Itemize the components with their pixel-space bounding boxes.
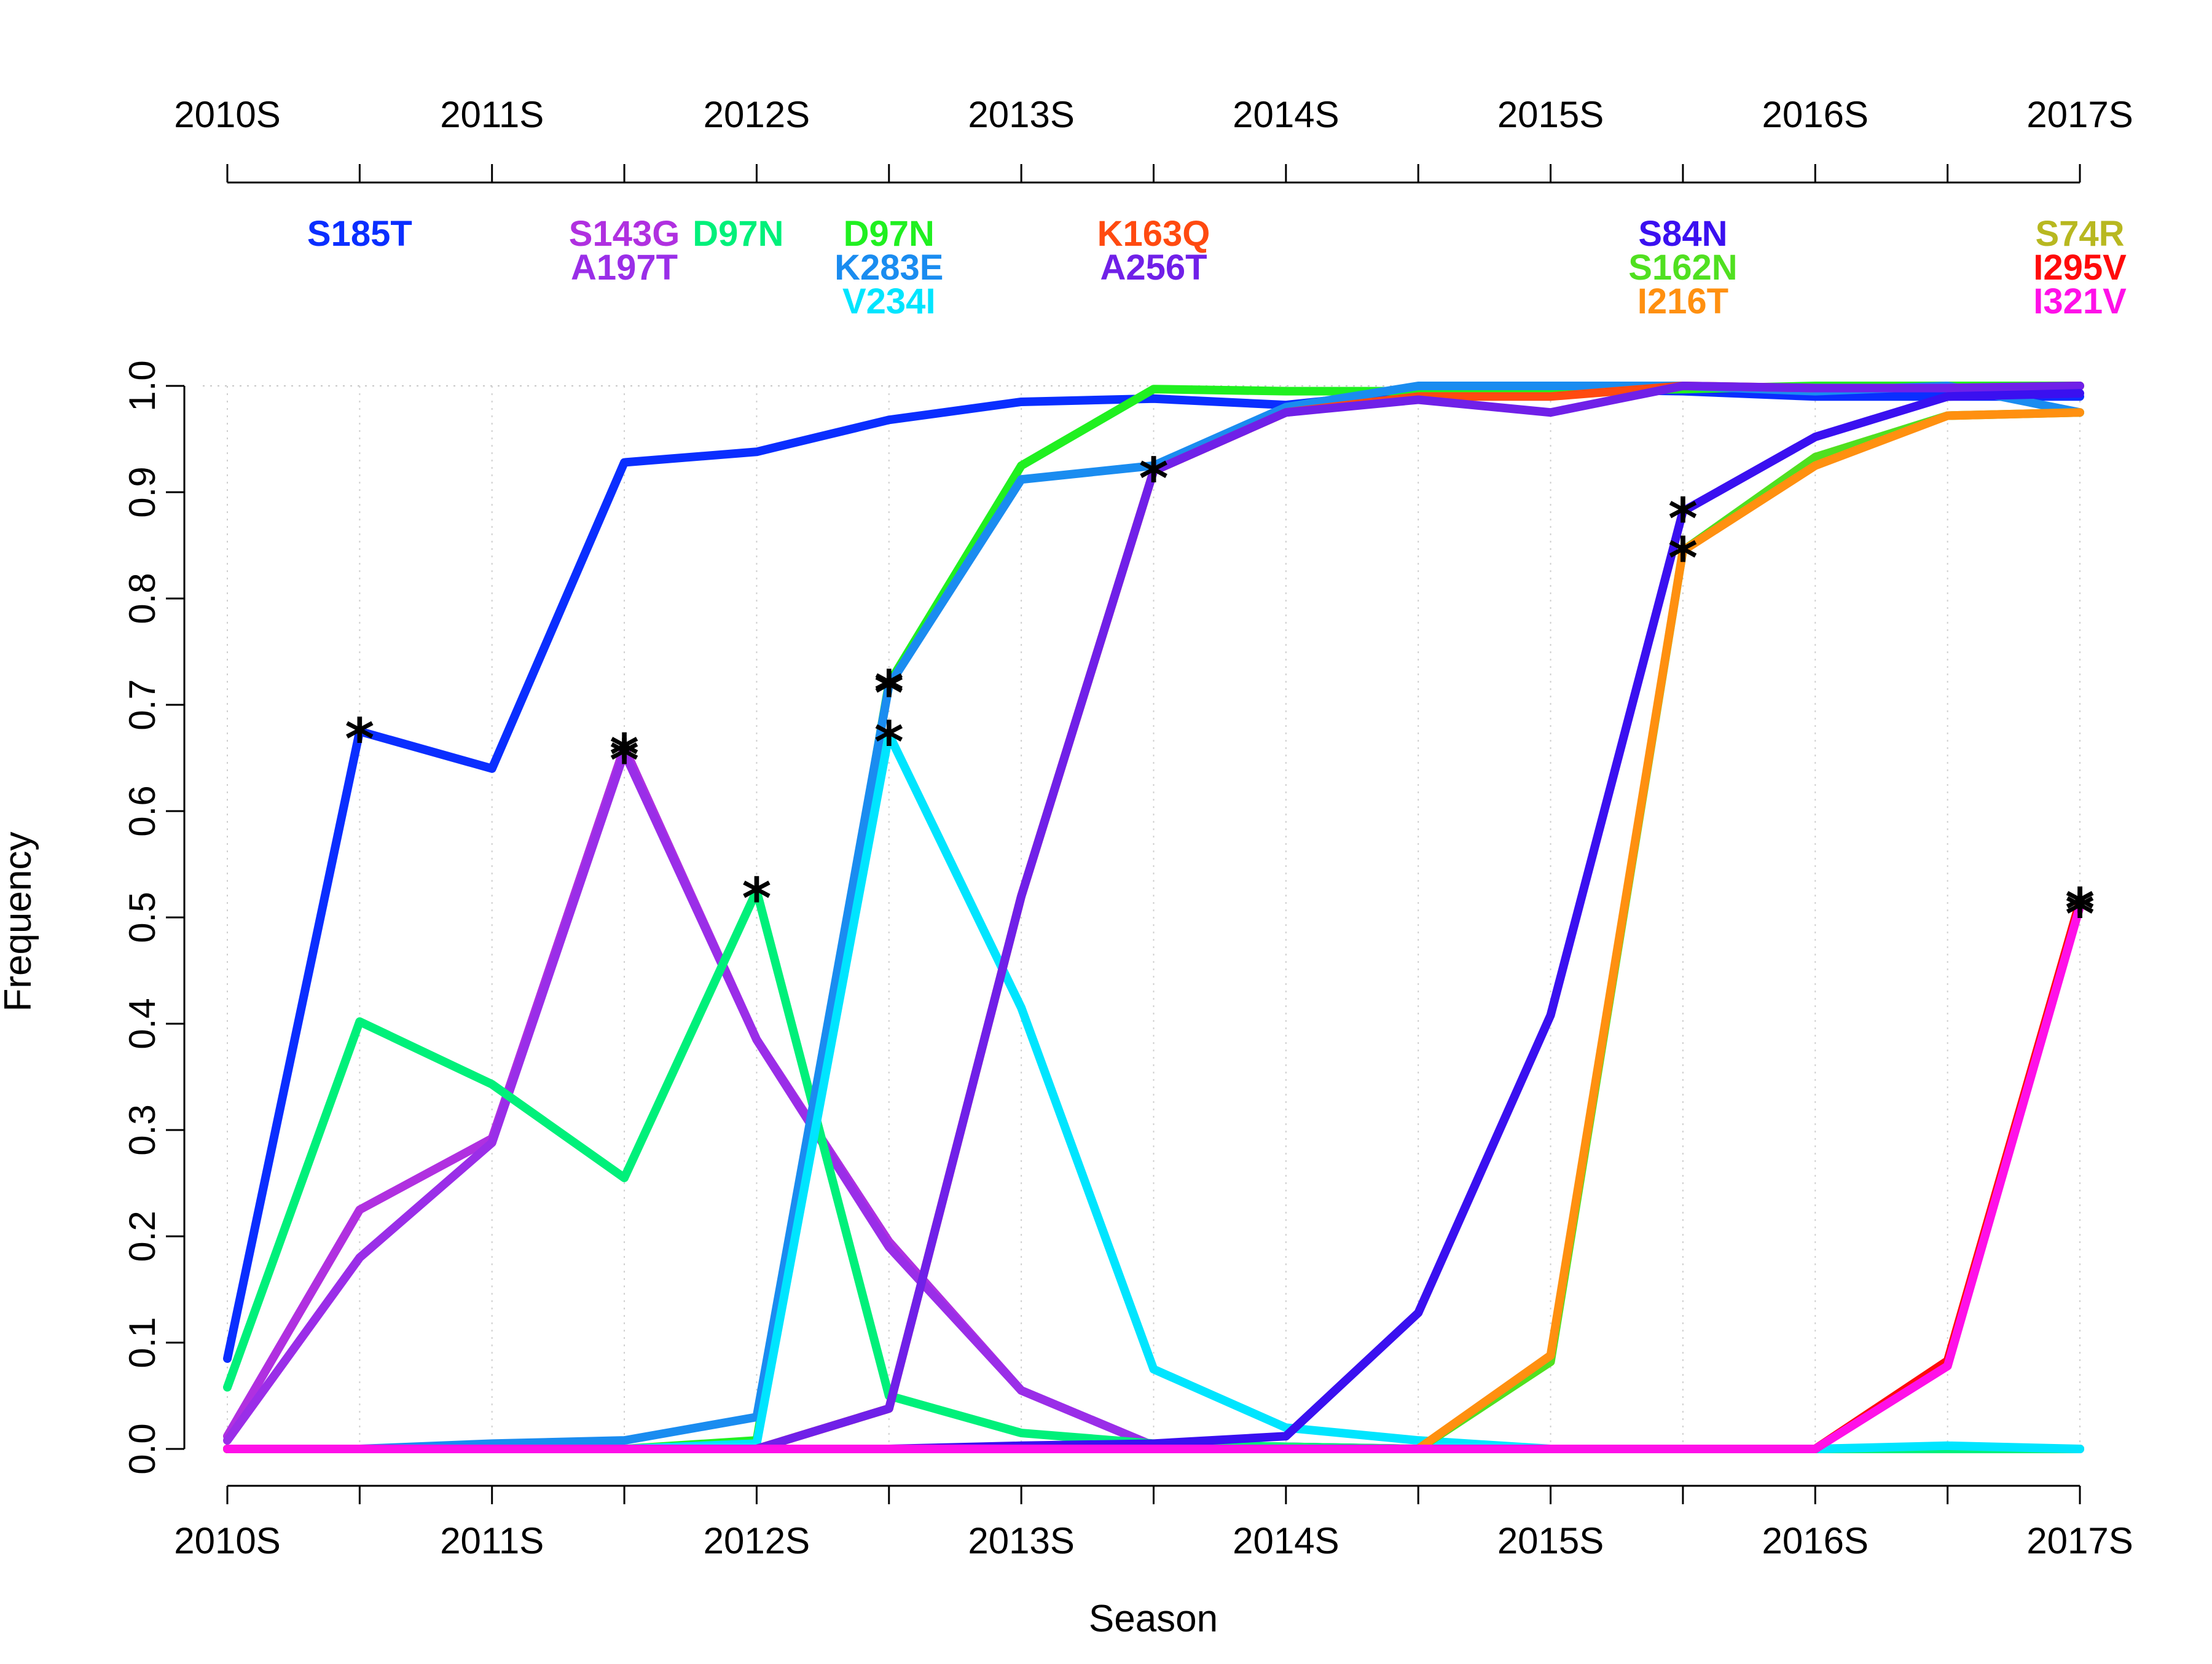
- x-tick-label-bottom: 2017S: [2026, 1520, 2133, 1561]
- x-tick-label-top: 2016S: [1762, 94, 1869, 135]
- x-tick-label-top: 2013S: [968, 94, 1075, 135]
- y-tick-label: 1.0: [122, 360, 163, 411]
- y-tick-label: 0.3: [122, 1104, 163, 1155]
- grid-lines: [203, 385, 2081, 1449]
- star-marker-8: *: [1139, 445, 1168, 511]
- y-tick-label: 0.4: [122, 998, 163, 1049]
- mutation-label-2: A197T: [571, 248, 678, 288]
- star-marker-4: *: [874, 658, 904, 724]
- star-marker-10: *: [1668, 525, 1698, 591]
- mutation-label-5: K283E: [834, 248, 943, 288]
- star-marker-3: *: [742, 866, 771, 932]
- series-line-0: [223, 385, 2084, 1363]
- x-axis-title: Season: [1089, 1598, 1218, 1640]
- mutation-label-7: K163Q: [1097, 214, 1210, 254]
- mutation-label-13: I295V: [2033, 248, 2127, 288]
- series-lines: [223, 382, 2084, 1453]
- mutation-label-1: S143G: [569, 214, 680, 254]
- y-tick-label: 0.2: [122, 1211, 163, 1262]
- star-marker-0: *: [345, 706, 374, 772]
- x-tick-label-bottom: 2016S: [1762, 1520, 1869, 1561]
- star-marker-2: *: [610, 728, 639, 793]
- mutation-label-10: S162N: [1628, 248, 1737, 288]
- y-tick-label: 0.8: [122, 573, 163, 624]
- star-marker-6: *: [874, 709, 904, 775]
- star-marker-5: *: [874, 661, 904, 726]
- star-marker-11: *: [1668, 525, 1698, 591]
- x-tick-label-bottom: 2010S: [174, 1520, 281, 1561]
- star-marker-9: *: [1668, 486, 1698, 552]
- star-marker-7: *: [1139, 445, 1168, 511]
- mutation-label-14: I321V: [2033, 281, 2127, 321]
- x-tick-label-top: 2014S: [1233, 94, 1339, 135]
- star-marker-13: *: [2065, 876, 2095, 942]
- series-line-14: [223, 902, 2084, 1453]
- x-tick-label-bottom: 2015S: [1497, 1520, 1604, 1561]
- mutation-label-4: D97N: [844, 214, 935, 254]
- star-markers: * **************: [345, 445, 2095, 947]
- axes: 0.0 0.1 0.2 0.3 0.4 0.5 0.6 0.7 0.8 0.9 1.0 2010S 20…: [122, 94, 2133, 1561]
- mutation-label-9: S84N: [1638, 214, 1727, 254]
- mutation-label-11: I216T: [1637, 281, 1728, 321]
- star-marker-14: *: [2065, 882, 2095, 948]
- star-marker-1: *: [610, 722, 639, 788]
- y-tick-label: 0.9: [122, 466, 163, 517]
- y-tick-label: 0.0: [122, 1423, 163, 1474]
- y-tick-label: 0.1: [122, 1317, 163, 1368]
- x-tick-label-bottom: 2012S: [704, 1520, 810, 1561]
- mutation-label-3: D97N: [692, 214, 783, 254]
- series-line-9: [223, 389, 2084, 1453]
- x-tick-label-top: 2017S: [2026, 94, 2133, 135]
- x-tick-label-bottom: 2014S: [1233, 1520, 1339, 1561]
- x-tick-label-top: 2015S: [1497, 94, 1604, 135]
- mutation-label-6: V234I: [842, 281, 936, 321]
- y-tick-label: 0.6: [122, 785, 163, 836]
- mutation-label-12: S74R: [2035, 214, 2124, 254]
- mutation-label-0: S185T: [307, 214, 412, 254]
- mutation-label-8: A256T: [1100, 248, 1207, 288]
- x-tick-label-top: 2011S: [440, 94, 544, 135]
- x-tick-label-top: 2012S: [704, 94, 810, 135]
- x-tick-label-bottom: 2011S: [440, 1520, 544, 1561]
- x-tick-label-top: 2010S: [174, 94, 281, 135]
- x-tick-label-bottom: 2013S: [968, 1520, 1075, 1561]
- y-tick-label: 0.5: [122, 892, 163, 943]
- star-marker-12: *: [2065, 876, 2095, 942]
- y-axis-title: Frequency: [0, 832, 39, 1012]
- y-tick-label: 0.7: [122, 679, 163, 730]
